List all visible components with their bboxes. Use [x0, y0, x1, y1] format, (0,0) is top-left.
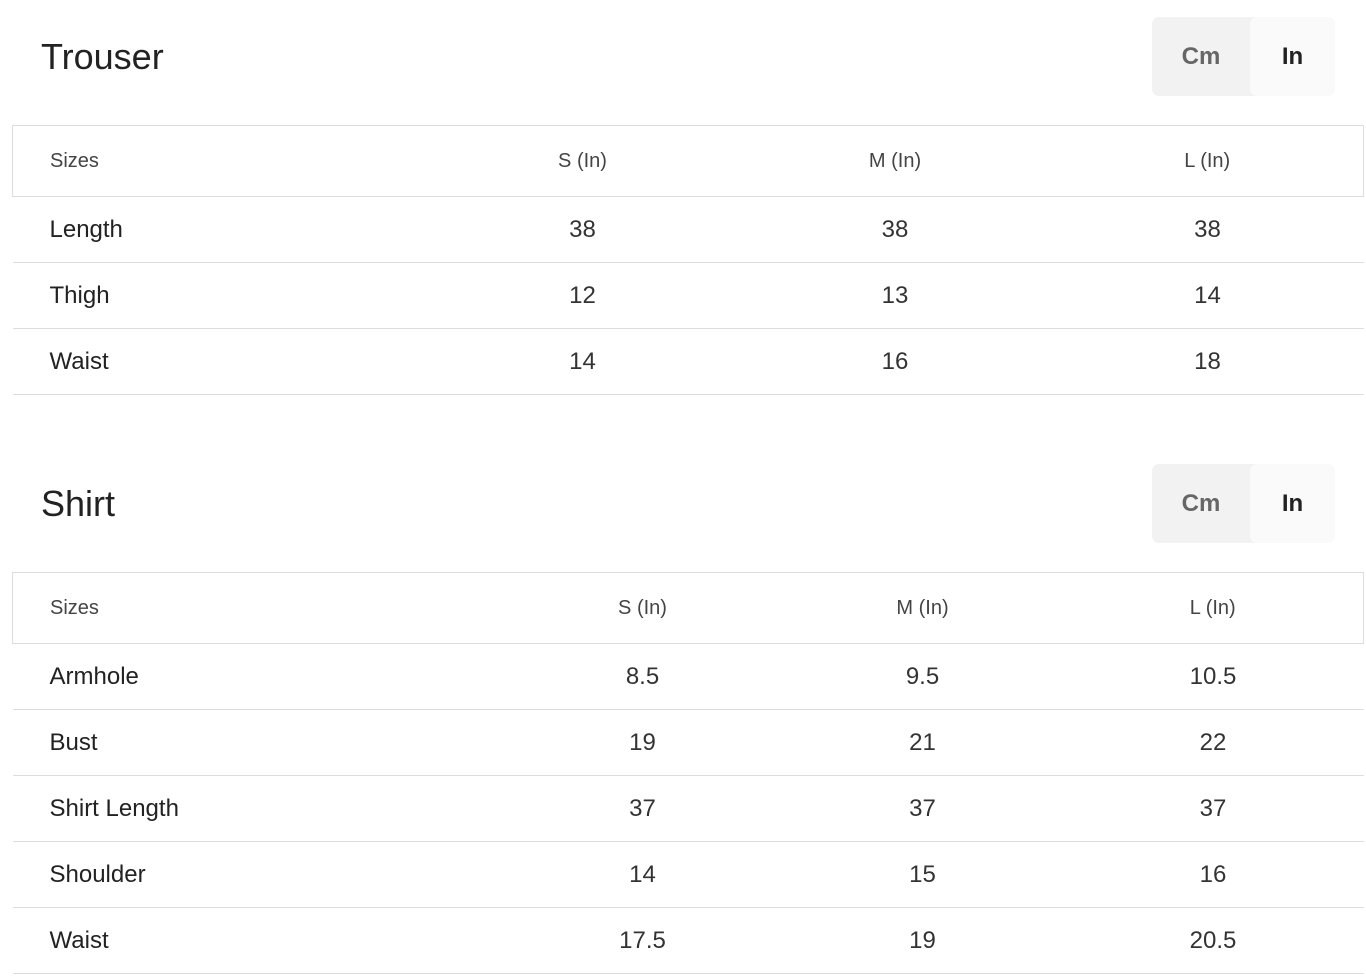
- row-label: Armhole: [12, 643, 503, 710]
- row-label: Shoulder: [12, 841, 503, 908]
- size-value: 14: [426, 328, 739, 395]
- size-value: 14: [502, 841, 783, 908]
- table-row: Armhole 8.5 9.5 10.5: [12, 643, 1364, 710]
- row-label: Shirt Length: [12, 775, 503, 842]
- column-header: Sizes: [12, 125, 427, 197]
- unit-in-button[interactable]: In: [1250, 17, 1335, 96]
- table-row: Waist 14 16 18: [12, 328, 1364, 395]
- section-title: Shirt: [41, 483, 116, 524]
- size-value: 8.5: [502, 643, 783, 710]
- section-title: Trouser: [41, 36, 164, 77]
- column-header: M (In): [782, 572, 1063, 644]
- size-table: Sizes S (In) M (In) L (In) Armhole 8.5 9.5…: [12, 572, 1364, 974]
- size-value: 37: [1062, 775, 1364, 842]
- size-value: 20.5: [1062, 907, 1364, 974]
- size-value: 19: [502, 709, 783, 776]
- unit-cm-button[interactable]: Cm: [1181, 42, 1221, 70]
- size-value: 22: [1062, 709, 1364, 776]
- size-value: 38: [1051, 196, 1364, 263]
- row-label: Waist: [12, 907, 503, 974]
- size-value: 21: [782, 709, 1063, 776]
- size-value: 9.5: [782, 643, 1063, 710]
- table-row: Shoulder 14 15 16: [12, 841, 1364, 908]
- column-header: L (In): [1062, 572, 1364, 644]
- unit-toggle: Cm In: [1152, 17, 1335, 96]
- size-value: 10.5: [1062, 643, 1364, 710]
- row-label: Length: [12, 196, 427, 263]
- row-label: Thigh: [12, 262, 427, 329]
- size-value: 18: [1051, 328, 1364, 395]
- unit-toggle: Cm In: [1152, 464, 1335, 543]
- size-value: 38: [738, 196, 1052, 263]
- size-value: 38: [426, 196, 739, 263]
- column-header: Sizes: [12, 572, 503, 644]
- column-header: L (In): [1051, 125, 1364, 197]
- size-table: Sizes S (In) M (In) L (In) Length 38 38 38 T…: [12, 125, 1364, 395]
- size-value: 37: [782, 775, 1063, 842]
- size-value: 37: [502, 775, 783, 842]
- size-value: 19: [782, 907, 1063, 974]
- table-row: Length 38 38 38: [12, 196, 1364, 263]
- column-header: S (In): [502, 572, 783, 644]
- table-header-row: Sizes S (In) M (In) L (In): [12, 125, 1364, 197]
- row-label: Bust: [12, 709, 503, 776]
- size-value: 16: [738, 328, 1052, 395]
- table-header-row: Sizes S (In) M (In) L (In): [12, 572, 1364, 644]
- size-value: 14: [1051, 262, 1364, 329]
- table-row: Waist 17.5 19 20.5: [12, 907, 1364, 974]
- size-value: 16: [1062, 841, 1364, 908]
- unit-in-button[interactable]: In: [1250, 464, 1335, 543]
- size-value: 13: [738, 262, 1052, 329]
- size-value: 15: [782, 841, 1063, 908]
- table-row: Shirt Length 37 37 37: [12, 775, 1364, 842]
- unit-cm-button[interactable]: Cm: [1181, 489, 1221, 517]
- row-label: Waist: [12, 328, 427, 395]
- column-header: M (In): [738, 125, 1052, 197]
- column-header: S (In): [426, 125, 739, 197]
- table-row: Thigh 12 13 14: [12, 262, 1364, 329]
- table-row: Bust 19 21 22: [12, 709, 1364, 776]
- size-value: 17.5: [502, 907, 783, 974]
- size-value: 12: [426, 262, 739, 329]
